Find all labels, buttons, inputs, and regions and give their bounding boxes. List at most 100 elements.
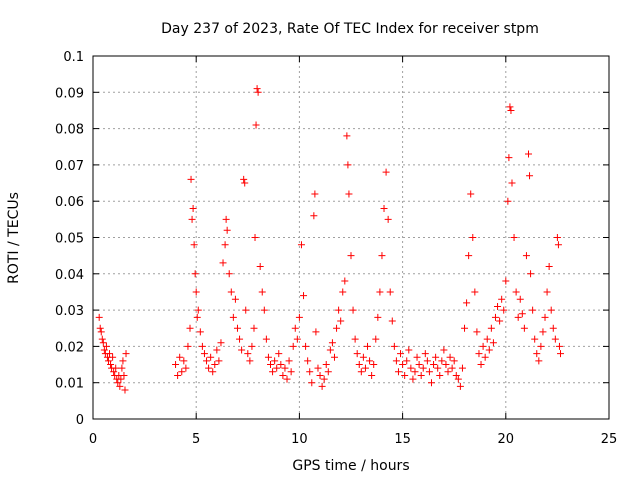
y-tick-label: 0.01 (55, 377, 84, 392)
data-point (188, 215, 196, 223)
data-point (359, 353, 367, 361)
y-tick-label: 0.06 (55, 195, 84, 210)
data-point (527, 270, 535, 278)
data-point (258, 288, 266, 296)
data-point (295, 313, 303, 321)
data-point (96, 324, 104, 332)
plot-frame (92, 55, 610, 420)
data-point (376, 288, 384, 296)
data-point (256, 263, 264, 271)
data-point (306, 368, 314, 376)
data-point (378, 252, 386, 260)
data-point (316, 371, 324, 379)
data-point (229, 313, 237, 321)
data-point (421, 350, 429, 358)
data-point (314, 364, 322, 372)
data-point (233, 324, 241, 332)
data-point (508, 179, 516, 187)
data-point (417, 371, 425, 379)
data-point (244, 350, 252, 358)
data-point (328, 339, 336, 347)
y-tick-label: 0.09 (55, 86, 84, 101)
data-point (193, 313, 201, 321)
data-point (191, 270, 199, 278)
data-point (392, 357, 400, 365)
x-tick-label: 15 (394, 432, 411, 447)
data-point (442, 361, 450, 369)
y-tick-label: 0 (76, 413, 84, 428)
data-point (347, 252, 355, 260)
data-point (505, 154, 513, 162)
data-point (283, 375, 291, 383)
y-tick-label: 0.04 (55, 268, 84, 283)
data-point (120, 371, 128, 379)
data-point (541, 313, 549, 321)
data-point (118, 364, 126, 372)
data-point (109, 353, 117, 361)
data-point (335, 306, 343, 314)
data-point (370, 361, 378, 369)
data-point (440, 346, 448, 354)
data-point (372, 335, 380, 343)
data-point (273, 364, 281, 372)
data-point (485, 346, 493, 354)
data-point (551, 335, 559, 343)
data-point (444, 368, 452, 376)
data-point (302, 342, 310, 350)
data-point (452, 371, 460, 379)
data-point (241, 179, 249, 187)
data-point (291, 324, 299, 332)
data-point (489, 339, 497, 347)
data-point (525, 150, 533, 158)
data-point (203, 357, 211, 365)
data-point (221, 241, 229, 249)
x-tick-label: 0 (89, 432, 97, 447)
data-point (415, 361, 423, 369)
data-point (504, 197, 512, 205)
data-point (353, 350, 361, 358)
data-point (285, 357, 293, 365)
data-point (326, 346, 334, 354)
data-point (262, 335, 270, 343)
data-point (289, 342, 297, 350)
data-point (461, 324, 469, 332)
data-point (374, 313, 382, 321)
data-point (483, 335, 491, 343)
data-layer (95, 85, 564, 394)
data-point (213, 346, 221, 354)
data-point (403, 357, 411, 365)
data-point (368, 371, 376, 379)
data-point (554, 241, 562, 249)
data-point (405, 346, 413, 354)
data-point (190, 241, 198, 249)
data-point (469, 234, 477, 241)
data-point (114, 379, 122, 387)
data-point (217, 339, 225, 347)
data-point (189, 204, 197, 212)
data-point (339, 288, 347, 296)
data-point (238, 346, 246, 354)
data-point (304, 357, 312, 365)
data-point (432, 353, 440, 361)
data-point (409, 375, 417, 383)
data-point (209, 368, 217, 376)
data-point (287, 368, 295, 376)
data-point (556, 350, 564, 358)
data-point (361, 364, 369, 372)
x-tick-label: 5 (192, 432, 200, 447)
data-point (322, 361, 330, 369)
data-point (267, 361, 275, 369)
data-point (219, 259, 227, 267)
data-point (194, 306, 202, 314)
data-point (240, 175, 248, 183)
data-point (260, 306, 268, 314)
data-point (264, 353, 272, 361)
data-point (434, 364, 442, 372)
data-point (506, 103, 514, 111)
data-point (463, 299, 471, 307)
data-point (430, 361, 438, 369)
x-axis-label: GPS time / hours (292, 458, 409, 474)
data-point (507, 106, 515, 114)
data-point (112, 364, 120, 372)
